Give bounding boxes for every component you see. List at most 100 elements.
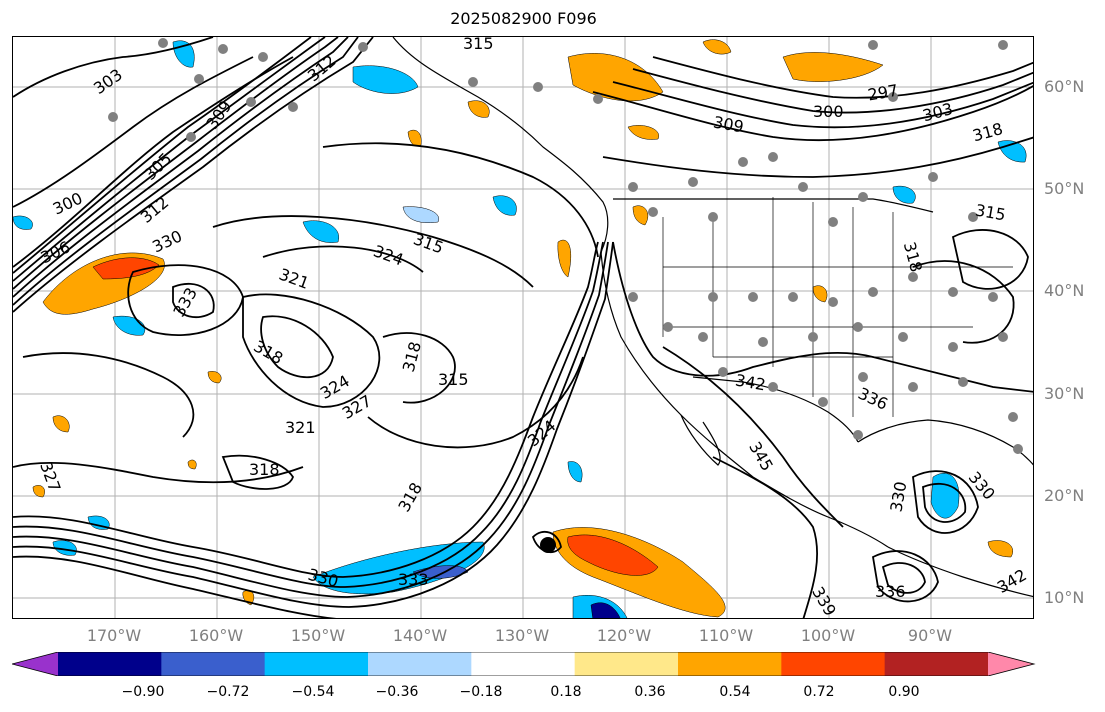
- lat-label-60n: 60°N: [1044, 77, 1085, 96]
- station-dots: [108, 38, 1023, 454]
- positive-patch: [407, 129, 422, 147]
- colorbar-segment: [264, 652, 369, 676]
- station-dot: [1008, 412, 1018, 422]
- station-dot: [468, 77, 478, 87]
- contour-label: 324: [317, 371, 353, 403]
- positive-patch: [187, 459, 197, 470]
- colorbar-tick-label: 0.36: [634, 684, 666, 700]
- contour-label: 324: [371, 241, 406, 269]
- station-dot: [768, 152, 778, 162]
- contour-label: 318: [900, 240, 926, 274]
- station-dot: [246, 97, 256, 107]
- negative-patch: [492, 195, 517, 216]
- station-dot: [798, 182, 808, 192]
- station-dot: [828, 297, 838, 307]
- contour-label: 315: [974, 200, 1007, 224]
- lat-label-10n: 10°N: [1044, 588, 1085, 607]
- colorbar-segment: [678, 652, 782, 676]
- contour-line: [951, 229, 1029, 290]
- contour-line: [13, 37, 359, 306]
- colorbar-segment: [471, 652, 576, 676]
- station-dot: [698, 332, 708, 342]
- contour-label: 330: [965, 468, 999, 504]
- negative-patch: [402, 206, 439, 223]
- colorbar-tick-label: −0.18: [459, 684, 503, 700]
- contour-line: [22, 352, 195, 438]
- contour-line: [13, 37, 349, 298]
- station-dot: [958, 377, 968, 387]
- contour-line: [612, 241, 1033, 393]
- contour-line: [592, 85, 1033, 142]
- station-dot: [868, 40, 878, 50]
- colorbar-segments: [12, 652, 1034, 676]
- contour-line: [602, 136, 1033, 178]
- positive-patch: [812, 285, 828, 303]
- positive-patch: [32, 485, 45, 498]
- colorbar-tick-label: −0.54: [291, 684, 335, 700]
- contour-line: [13, 241, 599, 578]
- contour-line: [912, 470, 979, 534]
- contour-line: [13, 37, 339, 290]
- contour-label: 315: [411, 229, 446, 257]
- contours: [13, 37, 1033, 618]
- contour-line: [13, 37, 214, 98]
- colorbar: [12, 652, 1036, 676]
- positive-patch: [567, 534, 659, 576]
- station-dot: [738, 157, 748, 167]
- negative-patch: [13, 215, 33, 230]
- positive-patch: [557, 240, 572, 278]
- map-title: 2025082900 F096: [450, 9, 597, 28]
- station-dot: [258, 52, 268, 62]
- contour-label: 303: [90, 65, 126, 98]
- station-dot: [593, 94, 603, 104]
- positive-patch: [567, 53, 664, 102]
- negative-patch: [892, 185, 916, 204]
- contour-label: 336: [855, 384, 891, 414]
- lon-label-90w: 90°W: [907, 626, 953, 645]
- storm-center-marker: [540, 537, 556, 553]
- station-dot: [808, 332, 818, 342]
- contour-label: 321: [276, 265, 311, 293]
- colorbar-segment: [574, 652, 679, 676]
- map-svg: 303 315 312 309 305 300 306 312 330 333 …: [13, 37, 1033, 618]
- colorbar-tick-label: −0.90: [121, 684, 165, 700]
- positive-patch: [702, 39, 732, 55]
- contour-line: [632, 68, 1033, 114]
- positive-patch: [627, 125, 660, 140]
- contour-label: 318: [249, 460, 280, 479]
- contour-line: [13, 241, 604, 588]
- shaded-field: [13, 39, 1027, 618]
- contour-line: [13, 241, 614, 608]
- positive-patch: [987, 540, 1013, 558]
- central-america-coast: [887, 546, 1033, 598]
- positive-patch: [467, 100, 490, 118]
- colorbar-segment: [161, 652, 266, 676]
- station-dot: [108, 112, 118, 122]
- graticule: [13, 37, 1033, 618]
- contour-label: 312: [304, 51, 340, 85]
- contour-line: [652, 56, 1033, 99]
- contour-label: 324: [524, 416, 560, 450]
- gulf-coast: [857, 419, 1033, 466]
- negative-patch: [302, 220, 339, 243]
- contour-line: [662, 346, 844, 528]
- station-dot: [648, 207, 658, 217]
- station-dot: [158, 38, 168, 48]
- colorbar-segment: [781, 652, 886, 676]
- alaska-coast: [392, 37, 609, 253]
- positive-patch: [782, 52, 884, 82]
- station-dot: [194, 74, 204, 84]
- lon-label-110w: 110°W: [698, 626, 754, 645]
- baja-peninsula: [680, 414, 721, 466]
- station-dot: [988, 292, 998, 302]
- colorbar-tick-label: −0.36: [375, 684, 419, 700]
- contour-label: 330: [149, 226, 185, 256]
- station-dot: [998, 332, 1008, 342]
- lon-label-150w: 150°W: [290, 626, 346, 645]
- positive-patch: [92, 257, 160, 280]
- contour-line: [262, 245, 424, 273]
- contour-label: 315: [463, 37, 494, 53]
- station-dot: [708, 292, 718, 302]
- contour-line: [212, 215, 534, 288]
- station-dot: [758, 337, 768, 347]
